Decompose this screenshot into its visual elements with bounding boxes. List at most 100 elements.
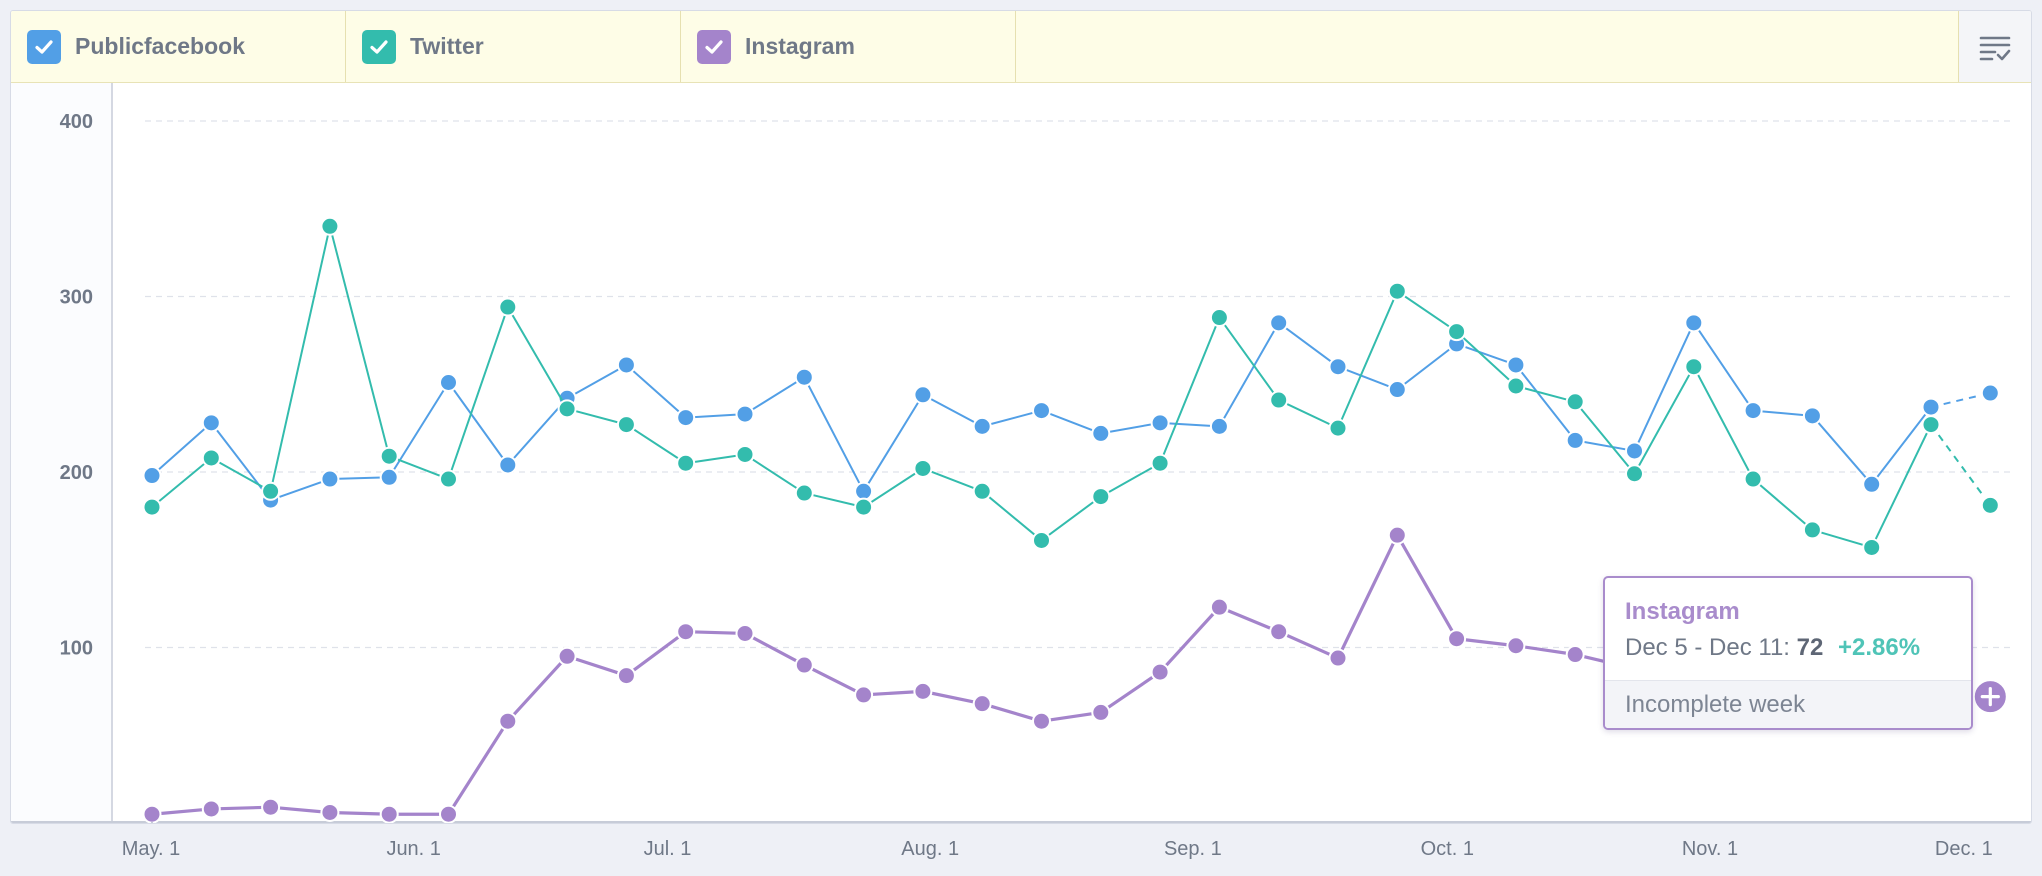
data-point-publicfacebook xyxy=(201,413,221,433)
data-point-twitter xyxy=(794,483,814,503)
data-point-publicfacebook xyxy=(1625,441,1644,461)
data-point-twitter xyxy=(261,481,281,501)
data-point-instagram xyxy=(1091,702,1111,722)
data-point-publicfacebook xyxy=(1387,380,1407,400)
data-point-instagram xyxy=(1032,711,1051,731)
check-icon[interactable] xyxy=(27,29,61,64)
data-point-publicfacebook xyxy=(1565,430,1585,450)
y-tick-label: 200 xyxy=(60,462,93,484)
y-axis-panel xyxy=(11,83,112,823)
data-point-twitter xyxy=(1565,392,1585,412)
series-line-dashed-twitter xyxy=(1930,424,1992,506)
data-point-instagram xyxy=(616,666,636,686)
data-point-twitter xyxy=(1743,469,1763,489)
data-point-twitter xyxy=(854,497,874,517)
data-point-instagram xyxy=(557,646,577,666)
data-point-twitter xyxy=(1684,357,1704,377)
data-point-instagram xyxy=(1150,662,1170,682)
data-point-publicfacebook xyxy=(142,466,162,486)
data-point-publicfacebook xyxy=(735,404,755,424)
data-point-instagram xyxy=(1447,629,1467,649)
data-point-twitter xyxy=(1328,418,1348,438)
legend-label-publicfacebook: Publicfacebook xyxy=(75,33,245,59)
data-point-publicfacebook xyxy=(1921,397,1941,417)
line-chart: 100 200 300 400 xyxy=(11,83,2031,823)
data-point-twitter xyxy=(1209,308,1229,328)
data-point-publicfacebook xyxy=(1032,401,1051,421)
data-point-publicfacebook xyxy=(794,367,814,387)
data-point-publicfacebook xyxy=(676,408,696,428)
data-point-publicfacebook xyxy=(1150,413,1170,433)
data-point-publicfacebook xyxy=(1209,416,1229,436)
data-point-twitter xyxy=(616,415,636,435)
data-point-instagram xyxy=(201,799,221,819)
data-point-twitter xyxy=(1921,415,1941,435)
data-point-twitter xyxy=(201,448,221,468)
data-point-twitter xyxy=(1269,390,1289,410)
data-point-twitter xyxy=(1862,537,1882,557)
data-point-twitter xyxy=(142,497,162,517)
data-point-twitter xyxy=(735,444,755,464)
data-point-instagram xyxy=(1269,622,1289,642)
x-tick-label: Aug. 1 xyxy=(901,838,960,860)
data-point-instagram xyxy=(1506,636,1526,656)
data-point-instagram xyxy=(1565,645,1585,665)
data-point-publicfacebook xyxy=(1269,313,1289,333)
data-point-twitter xyxy=(1387,281,1407,301)
data-point-publicfacebook xyxy=(379,467,399,487)
chart-menu-button[interactable] xyxy=(1958,11,2031,82)
data-point-instagram xyxy=(320,802,340,822)
data-point-publicfacebook xyxy=(1743,401,1763,421)
data-point-publicfacebook xyxy=(1328,357,1348,377)
data-point-twitter xyxy=(498,297,518,317)
data-point-twitter xyxy=(1506,376,1526,396)
data-point-twitter xyxy=(1802,520,1822,540)
data-point-instagram xyxy=(142,804,162,823)
x-tick-label: Dec. 1 xyxy=(1934,838,1993,860)
data-point-publicfacebook xyxy=(439,372,458,392)
data-point-instagram xyxy=(1387,525,1407,545)
data-point-twitter xyxy=(379,446,399,466)
legend-label-twitter: Twitter xyxy=(410,33,484,59)
data-point-publicfacebook xyxy=(972,416,992,436)
legend-label-instagram: Instagram xyxy=(745,33,855,59)
legend-bar: Publicfacebook Twitter Instagram xyxy=(11,11,2031,83)
data-point-publicfacebook xyxy=(1091,423,1111,443)
data-point-twitter xyxy=(676,453,696,473)
data-point-twitter xyxy=(1447,322,1467,342)
data-point-instagram xyxy=(972,694,992,714)
data-point-twitter xyxy=(1091,487,1111,507)
y-tick-label: 100 xyxy=(60,638,93,660)
data-point-publicfacebook xyxy=(320,469,340,489)
data-point-twitter xyxy=(557,399,577,419)
data-point-instagram xyxy=(439,804,458,823)
legend-item-instagram[interactable]: Instagram xyxy=(681,11,1016,82)
check-icon[interactable] xyxy=(362,29,396,64)
x-tick-label: Sep. 1 xyxy=(1163,838,1222,860)
data-point-twitter xyxy=(439,469,458,489)
data-point-instagram xyxy=(913,681,933,701)
tooltip-note: Incomplete week xyxy=(1625,691,1806,718)
data-point-twitter xyxy=(1625,464,1644,484)
data-point-twitter xyxy=(913,458,933,478)
data-point-publicfacebook xyxy=(1506,355,1526,375)
legend-item-twitter[interactable]: Twitter xyxy=(346,11,681,82)
data-point-instagram xyxy=(498,711,518,731)
x-tick-label: Jul. 1 xyxy=(643,838,692,860)
data-point-twitter xyxy=(972,481,992,501)
check-icon[interactable] xyxy=(697,29,731,64)
data-point-instagram xyxy=(379,804,399,823)
series-line-dashed-publicfacebook xyxy=(1930,392,1991,409)
data-point-instagram xyxy=(735,623,755,643)
data-point-instagram xyxy=(1328,648,1348,668)
x-tick-label: May. 1 xyxy=(121,838,181,860)
x-tick-label: Nov. 1 xyxy=(1681,838,1739,860)
data-point-publicfacebook xyxy=(1862,474,1882,494)
tooltip-change: +2.86% xyxy=(1838,634,1921,661)
data-point-publicfacebook xyxy=(913,385,933,405)
data-point-instagram xyxy=(794,655,814,675)
legend-item-publicfacebook[interactable]: Publicfacebook xyxy=(11,11,346,82)
x-tick-label: Oct. 1 xyxy=(1420,838,1474,860)
data-point-publicfacebook xyxy=(616,355,636,375)
y-tick-label: 300 xyxy=(60,287,93,309)
